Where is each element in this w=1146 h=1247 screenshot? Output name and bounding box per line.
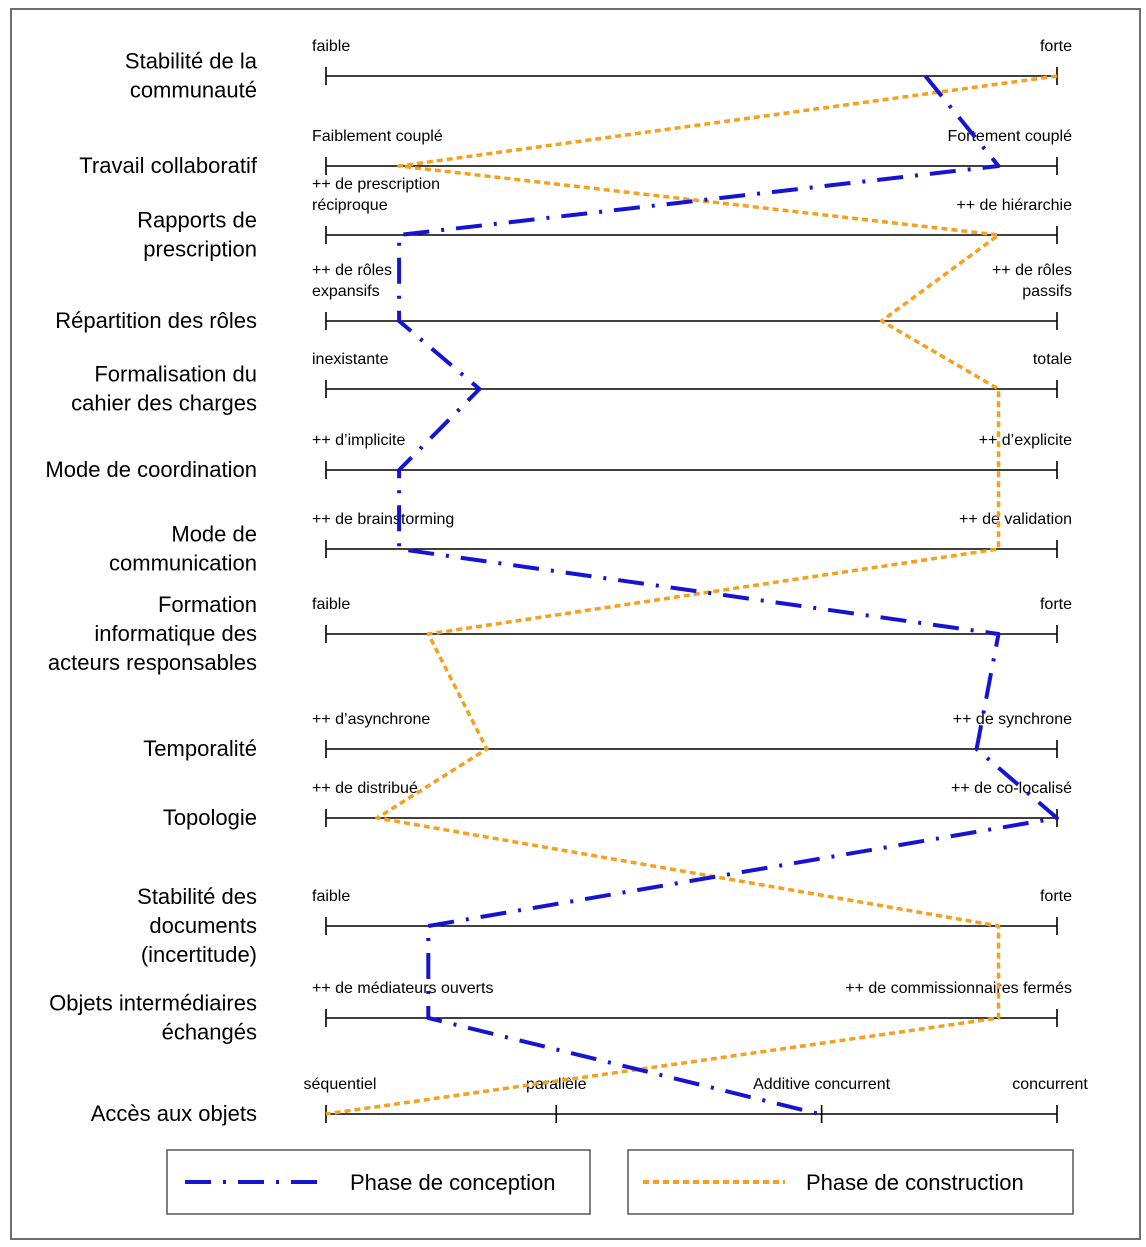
scale-label: séquentiel [304,1076,377,1093]
legend-box-conception [166,1149,591,1215]
dimension-label: acteurs responsables [48,650,257,675]
dimension-label: informatique des [94,621,257,646]
dimension-label: prescription [143,237,257,262]
pole-label-left: faible [312,888,350,905]
dimension-label: Formalisation du [94,362,257,387]
conception-profile-line [397,74,1059,1116]
dimension-label: cahier des charges [71,391,257,416]
scale-label: Additive concurrent [753,1076,891,1093]
pole-label-right: ++ de co-localisé [951,780,1072,797]
dimension-label: Mode de coordination [45,457,257,482]
pole-label-left: ++ de rôles [312,262,392,279]
pole-label-left: faible [312,596,350,613]
dimension-label: Topologie [163,805,257,830]
construction-profile-line [325,74,1058,1116]
dimension-label: échangés [162,1020,257,1045]
pole-label-left: Faiblement couplé [312,128,443,145]
pole-label-right: ++ de rôles [992,262,1072,279]
dimension-label: Stabilité de la [125,49,258,74]
dimension-label: Stabilité des [137,884,257,909]
legend: Phase de conception Phase de constructio… [166,1149,1074,1215]
scale-label: parallèle [526,1076,587,1093]
pole-label-right: passifs [1022,283,1072,300]
dimension-label: Accès aux objets [91,1101,257,1126]
pole-label-left: réciproque [312,197,388,214]
pole-label-left: ++ de prescription [312,176,440,193]
pole-label-left: faible [312,38,350,55]
legend-label-construction: Phase de construction [806,1170,1024,1195]
pole-label-right: ++ de validation [959,511,1072,528]
dimension-label: communauté [130,78,257,103]
dimension-label: Répartition des rôles [55,308,257,333]
axes-layer [325,67,1058,1123]
profile-lines-layer [325,74,1059,1116]
legend-box-construction [627,1149,1074,1215]
pole-label-left: expansifs [312,283,380,300]
dimension-label: Rapports de [137,208,257,233]
pole-label-right: Fortement couplé [947,128,1072,145]
dimension-label: Travail collaboratif [79,153,258,178]
pole-label-right: forte [1040,38,1072,55]
pole-label-right: ++ d’explicite [979,432,1072,449]
dimension-label: Formation [158,592,257,617]
pole-label-right: ++ de hiérarchie [956,197,1072,214]
pole-label-left: ++ de distribué [312,780,418,797]
pole-label-left: inexistante [312,351,389,368]
pole-label-left: ++ de brainstorming [312,511,454,528]
pole-label-right: forte [1040,596,1072,613]
pole-label-right: totale [1033,351,1072,368]
dimension-label: documents [149,913,257,938]
pole-label-right: forte [1040,888,1072,905]
pole-label-right: ++ de synchrone [953,711,1072,728]
labels-layer: Stabilité de la communauté faible forte Trav… [45,38,1088,1126]
dimension-label: Temporalité [143,736,257,761]
pole-label-right: ++ de commissionnaires fermés [845,980,1072,997]
pole-label-left: ++ d’asynchrone [312,711,430,728]
dimension-label: Objets intermédiaires [49,991,257,1016]
dimension-label: Mode de [171,522,257,547]
pole-label-left: ++ d’implicite [312,432,405,449]
pole-label-left: ++ de médiateurs ouverts [312,980,493,997]
legend-label-conception: Phase de conception [350,1170,556,1195]
dimension-label: (incertitude) [141,942,257,967]
dimension-label: communication [109,551,257,576]
scale-label: concurrent [1012,1076,1088,1093]
